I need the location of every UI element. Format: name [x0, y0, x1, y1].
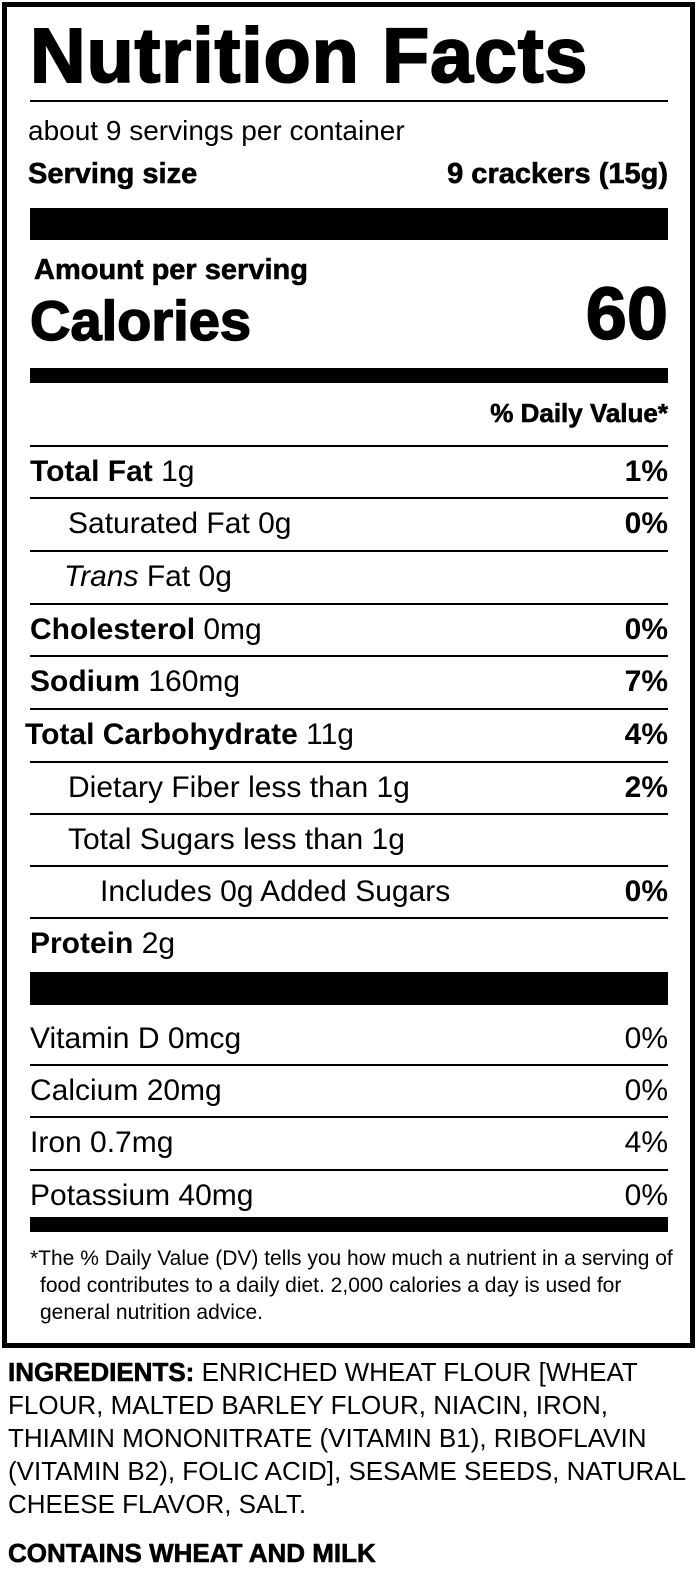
- nutrient-name: Sodium: [30, 665, 140, 698]
- vitamin-dv: 4%: [624, 1126, 668, 1159]
- nutrient-dv: 1%: [624, 455, 668, 488]
- vitamin-label: Potassium 40mg: [30, 1179, 254, 1212]
- nutrient-name: Dietary Fiber: [68, 771, 240, 804]
- nutrient-amount: 0g: [258, 507, 292, 540]
- vitamin-row-potassium: Potassium 40mg 0%: [30, 1169, 668, 1223]
- vitamin-dv: 0%: [624, 1074, 668, 1107]
- serving-size-value: 9 crackers (15g): [447, 158, 668, 191]
- daily-value-header: % Daily Value*: [490, 398, 668, 429]
- nutrient-dv: 7%: [624, 665, 668, 698]
- nutrient-row-trans-fat: Trans Fat 0g: [30, 550, 668, 604]
- vitamin-label: Calcium 20mg: [30, 1074, 222, 1107]
- medium-divider: [30, 368, 668, 383]
- nutrient-row-sodium: Sodium 160mg 7%: [30, 655, 668, 709]
- servings-per-container: about 9 servings per container: [28, 115, 405, 146]
- daily-value-footnote: *The % Daily Value (DV) tells you how mu…: [30, 1247, 673, 1324]
- amount-per-serving: Amount per serving: [34, 254, 309, 287]
- nutrient-row-total-sugars: Total Sugars less than 1g: [30, 813, 668, 867]
- nutrient-row-saturated-fat: Saturated Fat 0g 0%: [30, 497, 668, 551]
- nutrient-amount: 0mg: [203, 613, 262, 646]
- serving-size-label: Serving size: [28, 158, 198, 191]
- nutrient-name-suffix: Fat: [146, 560, 191, 593]
- nutrient-dv: 0%: [624, 875, 668, 908]
- nutrient-dv: 0%: [624, 613, 668, 646]
- vitamin-dv: 0%: [624, 1022, 668, 1055]
- medium-divider: [30, 1217, 668, 1232]
- nutrient-row-added-sugars: Includes 0g Added Sugars 0%: [30, 865, 668, 919]
- nutrient-name: Protein: [30, 927, 134, 960]
- divider: [30, 100, 668, 102]
- nutrient-amount: less than 1g: [248, 771, 410, 804]
- nutrient-row-cholesterol: Cholesterol 0mg 0%: [30, 603, 668, 657]
- vitamin-label: Iron 0.7mg: [30, 1126, 174, 1159]
- nutrient-row-total-carbohydrate: Total Carbohydrate 11g 4%: [25, 708, 668, 762]
- nutrient-amount: 2g: [141, 927, 176, 960]
- nutrient-amount: 160mg: [148, 665, 241, 698]
- nutrient-name: Total Fat: [30, 455, 153, 488]
- nutrition-facts-panel: [2, 2, 695, 1348]
- nutrient-name: Saturated Fat: [68, 507, 250, 540]
- thick-divider: [30, 208, 668, 240]
- calories-label: Calories: [29, 289, 252, 353]
- nutrient-row-dietary-fiber: Dietary Fiber less than 1g 2%: [30, 761, 668, 815]
- allergen-statement: CONTAINS WHEAT AND MILK: [8, 1538, 376, 1569]
- ingredients: INGREDIENTS: ENRICHED WHEAT FLOUR [WHEAT…: [8, 1356, 698, 1521]
- nutrient-name: Total Sugars: [68, 823, 235, 856]
- panel-title: Nutrition Facts: [29, 12, 589, 100]
- nutrient-name: Total Carbohydrate: [25, 718, 298, 751]
- ingredients-text: ENRICHED WHEAT FLOUR [WHEAT FLOUR, MALTE…: [8, 1357, 686, 1519]
- nutrient-amount: 0g: [198, 560, 232, 593]
- nutrient-name: Cholesterol: [30, 613, 196, 646]
- nutrient-amount: 1g: [161, 455, 195, 488]
- nutrient-amount: 11g: [306, 718, 354, 751]
- nutrient-name: Trans: [64, 560, 139, 593]
- nutrient-amount: less than 1g: [243, 823, 405, 856]
- nutrient-row-total-fat: Total Fat 1g 1%: [30, 445, 668, 499]
- ingredients-label: INGREDIENTS:: [8, 1357, 195, 1388]
- thick-divider: [30, 972, 668, 1005]
- vitamin-label: Vitamin D 0mcg: [30, 1022, 242, 1055]
- vitamin-dv: 0%: [624, 1179, 668, 1212]
- nutrient-dv: 0%: [624, 507, 668, 540]
- nutrient-name: Includes 0g Added Sugars: [100, 875, 451, 908]
- nutrient-dv: 2%: [624, 771, 668, 804]
- vitamin-row-iron: Iron 0.7mg 4%: [30, 1116, 668, 1170]
- vitamin-row-vitamin-d: Vitamin D 0mcg 0%: [30, 1010, 668, 1062]
- nutrient-row-protein: Protein 2g: [30, 917, 668, 971]
- calories-value: 60: [585, 272, 669, 355]
- nutrient-dv: 4%: [624, 718, 668, 751]
- vitamin-row-calcium: Calcium 20mg 0%: [30, 1064, 668, 1118]
